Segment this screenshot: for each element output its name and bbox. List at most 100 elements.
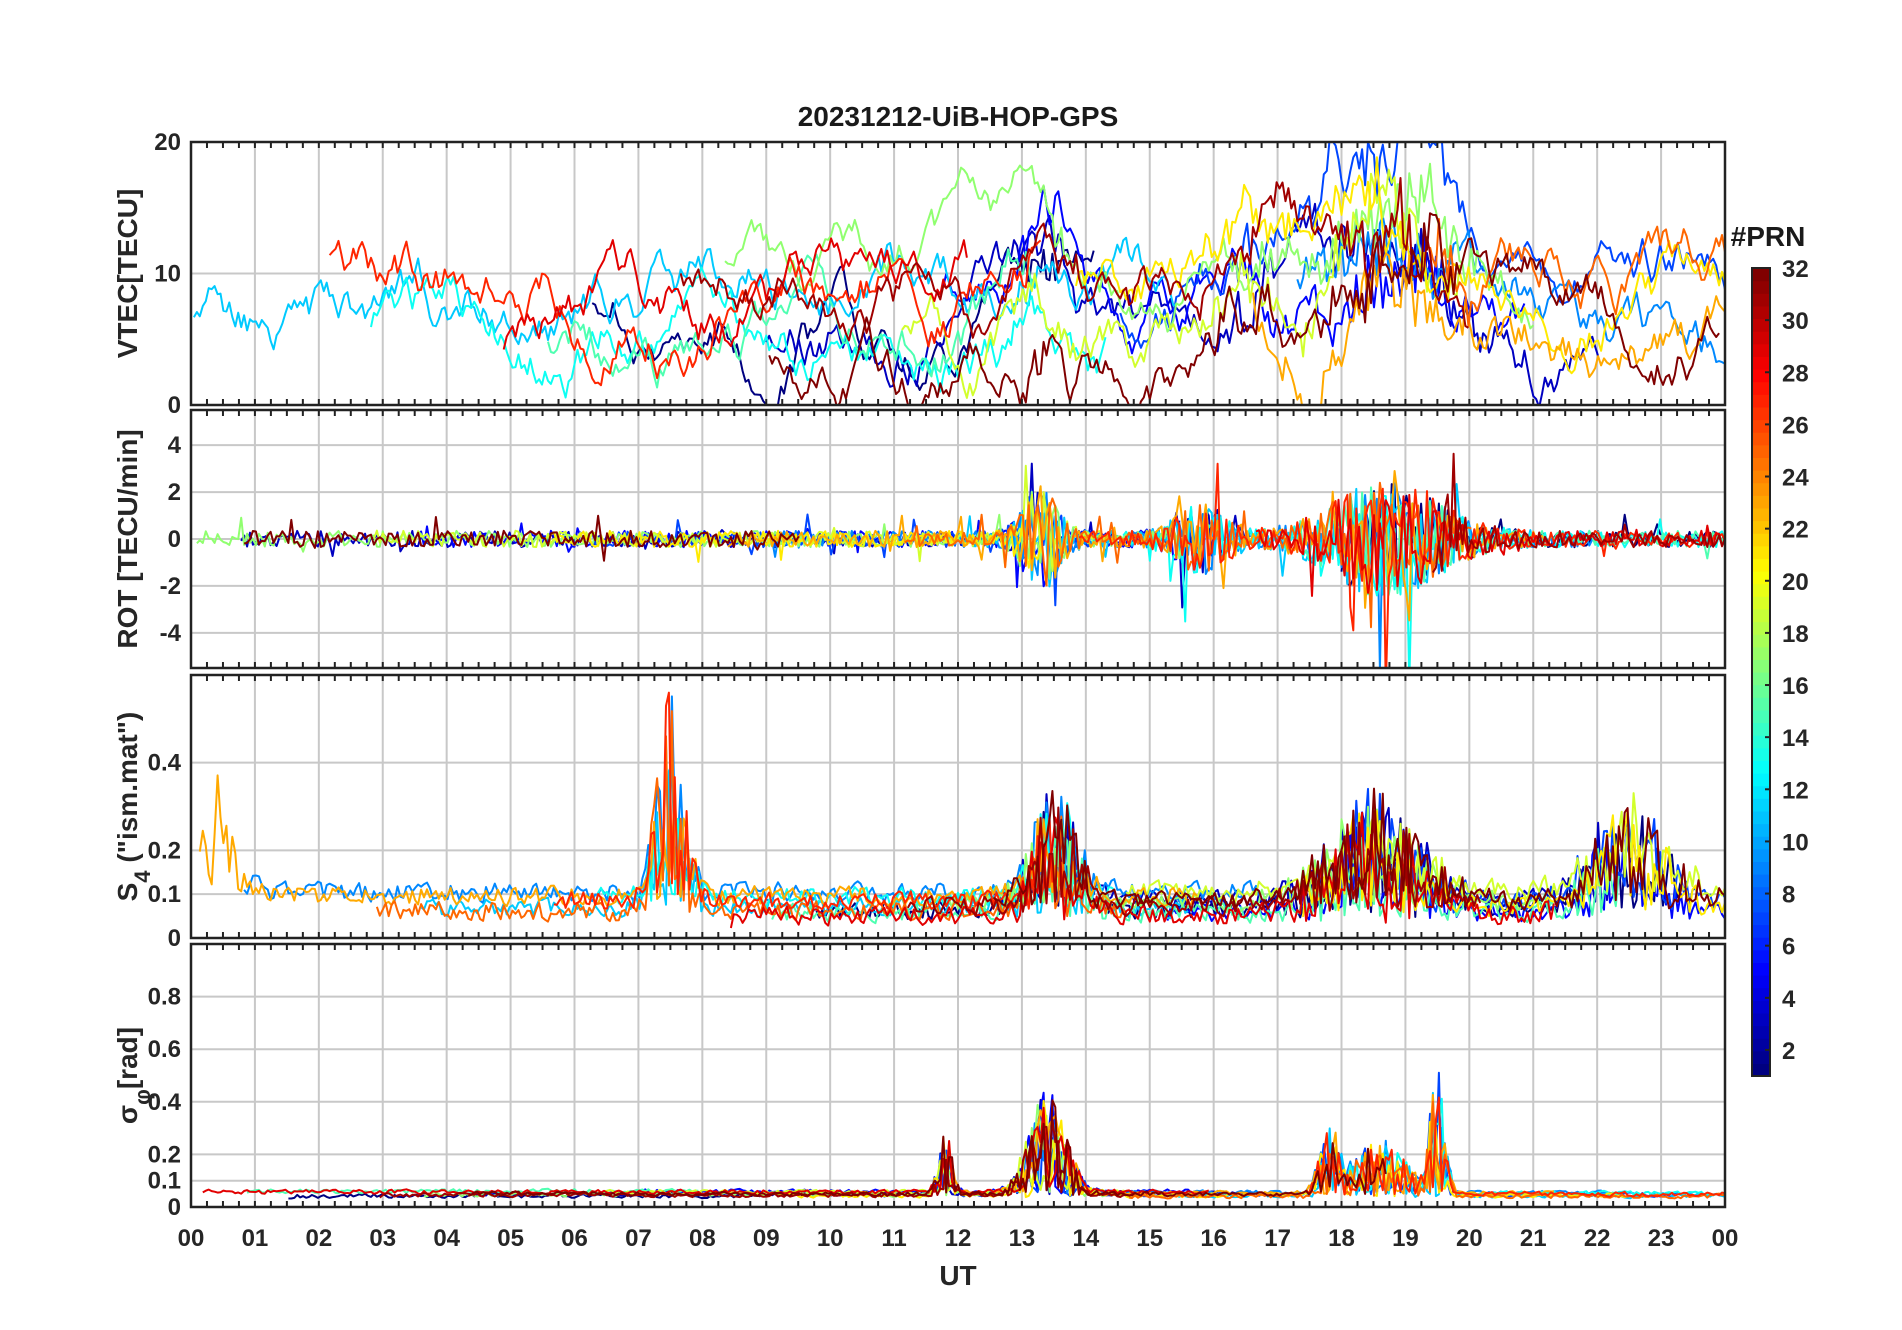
x-tick-label: 02 — [305, 1225, 332, 1252]
colorbar-segment — [1752, 747, 1770, 761]
colorbar-segment — [1752, 1038, 1770, 1052]
x-tick-label: 03 — [369, 1225, 396, 1252]
colorbar-segment — [1752, 318, 1770, 332]
colorbar-segment — [1752, 634, 1770, 648]
colorbar-tick-label: 26 — [1782, 412, 1809, 439]
colorbar-segment — [1752, 886, 1770, 900]
rot-series-prn-11 — [945, 483, 1535, 596]
colorbar-segment — [1752, 798, 1770, 812]
s4-panel: 00.10.20.4S4 ("ism.mat") — [112, 673, 1727, 952]
colorbar-segment — [1752, 406, 1770, 421]
sigma_phi-y-tick-label: 0 — [168, 1194, 181, 1221]
colorbar-tick-label: 10 — [1782, 829, 1809, 856]
s4-series-prn-15 — [771, 816, 1620, 925]
colorbar-tick-label: 30 — [1782, 308, 1809, 335]
colorbar-segment — [1752, 608, 1770, 623]
colorbar-segment — [1752, 432, 1770, 446]
colorbar-title: #PRN — [1731, 221, 1806, 252]
colorbar-segment — [1752, 293, 1770, 307]
rot-series-prn-25 — [904, 481, 1472, 629]
s4-y-tick-label: 0.1 — [148, 881, 181, 908]
colorbar-segment — [1752, 280, 1770, 294]
x-axis-label: UT — [939, 1260, 976, 1291]
sigma_phi-series-prn-25 — [1128, 1100, 1725, 1200]
colorbar-segment — [1752, 659, 1770, 673]
vtec-y-tick-label: 20 — [154, 129, 181, 156]
sigma_phi-series-group — [202, 1071, 1725, 1200]
x-tick-label: 11 — [881, 1225, 906, 1252]
colorbar-segment — [1752, 621, 1770, 635]
colorbar-tick-label: 32 — [1782, 256, 1809, 283]
vtec-series-prn-7 — [1119, 142, 1725, 349]
colorbar-segment — [1752, 810, 1770, 825]
colorbar-tick-label: 18 — [1782, 621, 1809, 648]
colorbar-segment — [1752, 558, 1770, 572]
colorbar-segment — [1752, 545, 1770, 559]
colorbar-segment — [1752, 571, 1770, 585]
colorbar-segment — [1752, 899, 1770, 913]
sigma_phi-y-tick-label: 0.4 — [148, 1089, 182, 1116]
colorbar-segment — [1752, 1063, 1770, 1077]
colorbar-segment — [1752, 457, 1770, 471]
colorbar-segment — [1752, 848, 1770, 862]
colorbar-tick-label: 28 — [1782, 360, 1809, 387]
colorbar-segment — [1752, 785, 1770, 799]
colorbar-segment — [1752, 836, 1770, 850]
colorbar-tick-label: 16 — [1782, 673, 1809, 700]
s4-series-group — [198, 691, 1725, 929]
x-tick-label: 15 — [1136, 1225, 1163, 1252]
vtec-series-prn-17 — [724, 162, 1535, 333]
x-tick-label: 19 — [1392, 1225, 1419, 1252]
colorbar-segment — [1752, 1025, 1770, 1039]
colorbar-segment — [1752, 722, 1770, 736]
s4-y-label-rest: ("ism.mat") — [112, 712, 143, 871]
sigma_phi-y-tick-label: 0.2 — [148, 1141, 181, 1168]
colorbar-segment — [1752, 596, 1770, 610]
rot-y-tick-label: -4 — [160, 620, 182, 647]
vtec-series-prn-13 — [370, 266, 1107, 399]
sigma_phi-series-prn-29 — [202, 1106, 1210, 1196]
rot-series-prn-31 — [1432, 452, 1725, 574]
colorbar-segment — [1752, 268, 1770, 282]
colorbar-frame — [1751, 267, 1771, 1077]
sigma_phi-y-label-sub: φ — [130, 1089, 155, 1105]
colorbar-segment — [1752, 507, 1770, 522]
rot-y-axis-label: ROT [TECU/min] — [112, 429, 143, 648]
colorbar-segment — [1752, 343, 1770, 357]
rot-y-tick-label: 0 — [168, 526, 181, 553]
colorbar-segment — [1752, 760, 1770, 774]
vtec-y-axis-label: VTEC[TECU] — [112, 189, 143, 359]
rot-y-tick-label: 2 — [168, 479, 181, 506]
vtec-series-prn-21 — [1075, 156, 1725, 375]
rot-y-tick-label: -2 — [160, 573, 181, 600]
colorbar-segment — [1752, 987, 1770, 1001]
colorbar-tick-label: 4 — [1782, 986, 1796, 1013]
vtec-y-tick-label: 10 — [154, 261, 181, 288]
x-tick-label: 07 — [625, 1225, 652, 1252]
colorbar-segment — [1752, 533, 1770, 547]
x-tick-label: 22 — [1584, 1225, 1611, 1252]
x-tick-label: 16 — [1200, 1225, 1227, 1252]
colorbar-tick-label: 24 — [1782, 465, 1809, 492]
colorbar-segment — [1752, 444, 1770, 458]
colorbar-segment — [1752, 911, 1770, 926]
vtec-series-prn-23 — [1252, 252, 1725, 405]
x-tick-label: 12 — [945, 1225, 972, 1252]
sigma_phi-y-tick-label: 0.8 — [148, 984, 181, 1011]
colorbar-segment — [1752, 949, 1770, 963]
vtec-series-prn-29 — [502, 237, 968, 350]
vtec-series-prn-32 — [768, 212, 1720, 405]
sigma_phi-series-prn-27 — [1305, 1096, 1725, 1198]
rot-series-prn-32 — [243, 514, 800, 562]
colorbar-segment — [1752, 874, 1770, 888]
colorbar-segment — [1752, 773, 1770, 787]
colorbar-segment — [1752, 331, 1770, 345]
colorbar-segment — [1752, 369, 1770, 383]
colorbar-tick-label: 6 — [1782, 934, 1795, 961]
x-tick-label: 01 — [242, 1225, 269, 1252]
colorbar-segment — [1752, 520, 1770, 534]
x-tick-label: 17 — [1264, 1225, 1291, 1252]
x-tick-label: 09 — [753, 1225, 780, 1252]
colorbar-segment — [1752, 394, 1770, 408]
